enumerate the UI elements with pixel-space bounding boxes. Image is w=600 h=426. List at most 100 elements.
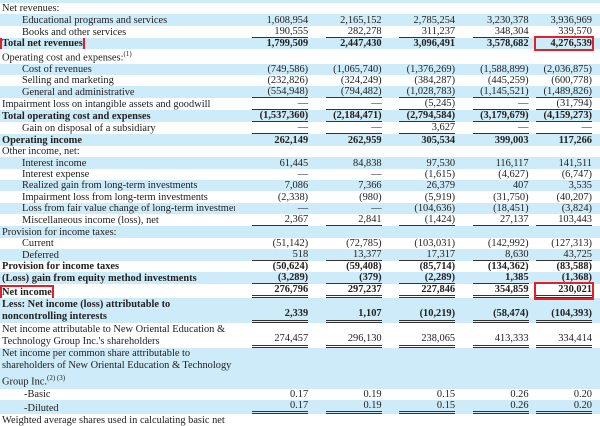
value: 230,021 [534,282,594,301]
value-cell: 17,317 [381,248,456,261]
row-label-text: Interest expense [22,168,90,180]
value-cell: (31,794) [529,98,600,111]
value: (104,636) [414,203,456,215]
value-cell: — [308,98,382,111]
row-label-text: Weighted average shares used in calculat… [2,414,225,426]
value: 2,785,254 [413,14,456,26]
value-cell: 334,414 [529,323,600,349]
value-cell [308,414,381,425]
value-cell: 3,627 [382,122,456,135]
value: 0.26 [510,389,529,401]
value-cell: — [529,122,600,135]
value: 305,534 [421,134,456,146]
value-cell: (134,362) [455,261,529,272]
value-cell: (85,714) [382,261,456,272]
value: 413,333 [472,333,529,349]
value-cell: (980) [308,191,382,203]
row-label: Interest expense [0,169,235,180]
value-cell: — [455,98,529,111]
value: 296,130 [325,333,382,349]
value-cell [382,3,455,14]
value-cell: (142,992) [455,238,529,249]
value: 61,445 [279,157,309,169]
value-cell: (5,245) [382,98,456,111]
table-row: Impairment loss from long-term investmen… [0,191,600,203]
value: (749,586) [267,64,309,76]
value-cell: — [234,202,309,215]
value-cell: 7,366 [308,179,382,192]
value-cell: (1,065,740) [308,63,382,76]
value: 0.26 [472,400,529,415]
value-cell: 2,447,430 [308,37,382,50]
row-label: Provision for income taxes [0,261,235,272]
row-label-text: Realized gain from long-term investments [22,180,198,192]
table-row: Books and other services 190,555 282,278 31… [0,26,600,38]
value-cell: (1,368) [528,272,600,285]
value-cell: (3,824) [528,202,600,215]
value: (18,451) [493,203,529,215]
row-label: Current [0,238,235,249]
value-cell: — [308,202,382,215]
table-row: Interest income 61,445 84,838 97,530 116,117… [0,157,600,169]
table-row: Other income, net: [0,146,600,157]
row-label: -Basic [0,389,235,400]
value-cell: (1,376,269) [381,63,456,76]
value-cell: (58,474) [455,298,529,324]
value: (127,313) [551,237,592,249]
value: (554,948) [252,86,309,99]
value: (31,750) [493,191,529,203]
value-cell: 26,379 [381,179,456,192]
value-cell [382,146,455,157]
value-cell: 84,838 [308,157,382,169]
value-cell [235,49,308,63]
value: (31,794) [536,98,592,111]
value-cell: (445,259) [455,75,529,86]
value: (1,376,269) [406,64,456,76]
value: (5,245) [399,98,456,111]
value-cell [381,348,456,389]
value: 518 [252,249,309,261]
table-row: Gain on disposal of a subsidiary — — 3,627 —… [0,122,600,135]
value: (50,624) [272,261,309,273]
value-cell [528,226,600,238]
value-cell: (51,142) [235,238,309,249]
value-cell [234,226,309,238]
value: — [472,122,529,135]
row-label: Weighted average shares used in calculat… [0,414,235,426]
value-cell: (749,586) [234,63,309,76]
value: 43,725 [536,249,592,261]
table-row: Loss from fair value change of long-term… [0,202,600,215]
value: (3,179,679) [472,110,529,123]
value-cell: 0.20 [528,400,600,415]
value: (1,537,360) [252,110,309,123]
value-cell: 0.17 [235,389,308,400]
value-cell: 3,578,682 [455,37,529,50]
row-label-text: Cost of revenues [22,64,92,76]
value: 339,570 [536,26,592,38]
value-cell: 348,304 [455,26,529,38]
table-row: Net revenues: [0,3,600,14]
row-label-text: Total net revenues [0,37,85,50]
value: 97,530 [426,157,456,169]
value-cell: 141,511 [528,157,600,169]
row-label: Selling and marketing [0,75,235,86]
value-cell: 116,117 [455,157,529,169]
value-cell: 2,339 [234,298,309,324]
value: 3,578,682 [487,38,529,50]
value-cell: (10,219) [381,298,456,324]
value: (103,031) [414,237,456,249]
value: (2,794,584) [399,110,456,123]
table-row: Operating income 262,149 262,959 305,534 399… [0,134,600,146]
row-label: Net income attributable to New Oriental … [0,323,235,348]
value-cell: (2,184,471) [308,110,382,123]
value: (1,615) [424,168,456,180]
value-cell: 296,130 [308,323,382,349]
value-cell: (1,537,360) [234,110,309,123]
value-cell [529,414,600,425]
value-cell: — [308,122,382,135]
value-cell: — [455,122,529,135]
value-cell: (104,636) [381,202,456,215]
value: (59,408) [346,261,382,273]
row-label: Net income [0,284,235,299]
row-label-text: Books and other services [22,26,127,38]
